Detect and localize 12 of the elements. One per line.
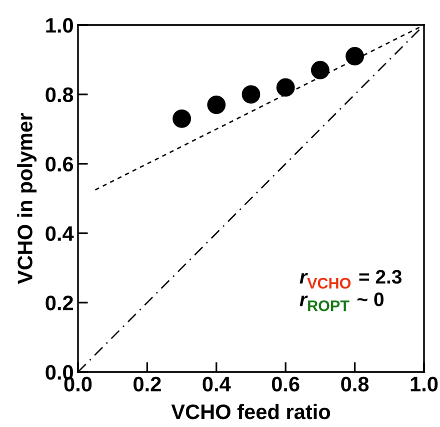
y-tick-label: 0.2 <box>46 296 73 310</box>
x-tick-label: 1.0 <box>410 376 438 392</box>
x-axis-title: VCHO feed ratio <box>171 404 330 420</box>
y-tick-label: 0.6 <box>46 156 74 172</box>
x-tick-label: 0.2 <box>134 376 161 392</box>
y-tick-label: 0.4 <box>46 226 74 241</box>
y-tick-label: 0.8 <box>46 87 74 102</box>
x-tick-label: 0.8 <box>341 376 369 392</box>
y-axis-title: VCHO in polymer <box>17 113 37 284</box>
y-tick-label: 1.0 <box>46 18 73 33</box>
x-tick-label: 0.4 <box>202 376 231 392</box>
x-tick-label: 0.6 <box>272 376 300 392</box>
